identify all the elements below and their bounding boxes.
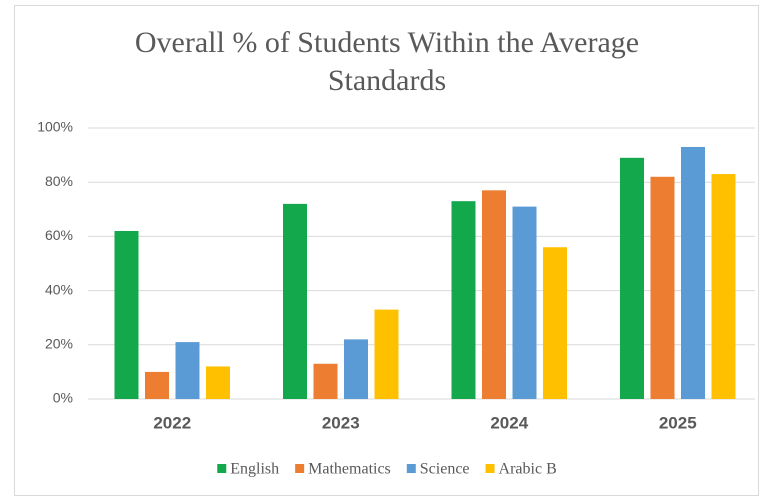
bar [451,201,476,399]
x-tick-label: 2023 [322,413,360,432]
legend-swatch [485,464,495,473]
bar [283,203,307,399]
x-tick-label: 2024 [490,413,528,432]
y-tick-label: 60% [45,227,73,243]
bar [114,230,139,399]
x-tick-label: 2025 [659,413,697,432]
chart-title: Overall % of Students Within the Average… [134,26,640,97]
legend-label: English [230,461,279,478]
y-tick-label: 0% [53,390,73,406]
bar [374,309,399,399]
legend-label: Arabic B [499,461,557,478]
bar [681,146,705,399]
legend-swatch [406,464,416,473]
y-tick-label: 40% [45,281,73,297]
y-tick-label: 80% [45,173,73,189]
bar [145,371,169,399]
bar [650,176,675,399]
chart-border [14,5,759,496]
bar [313,363,338,399]
legend-label: Science [420,461,470,478]
bar [206,366,230,399]
legend-label: Mathematics [308,461,391,478]
bar [620,157,644,399]
bar [512,206,537,399]
bar [344,339,368,399]
x-tick-label: 2022 [153,413,191,432]
y-tick-label: 20% [45,336,73,352]
bar [711,174,736,399]
legend-swatch [217,464,227,473]
y-tick-label: 100% [37,119,73,135]
bar [482,190,506,399]
legend-swatch [295,464,305,473]
bar [543,247,567,399]
bar [175,342,200,399]
